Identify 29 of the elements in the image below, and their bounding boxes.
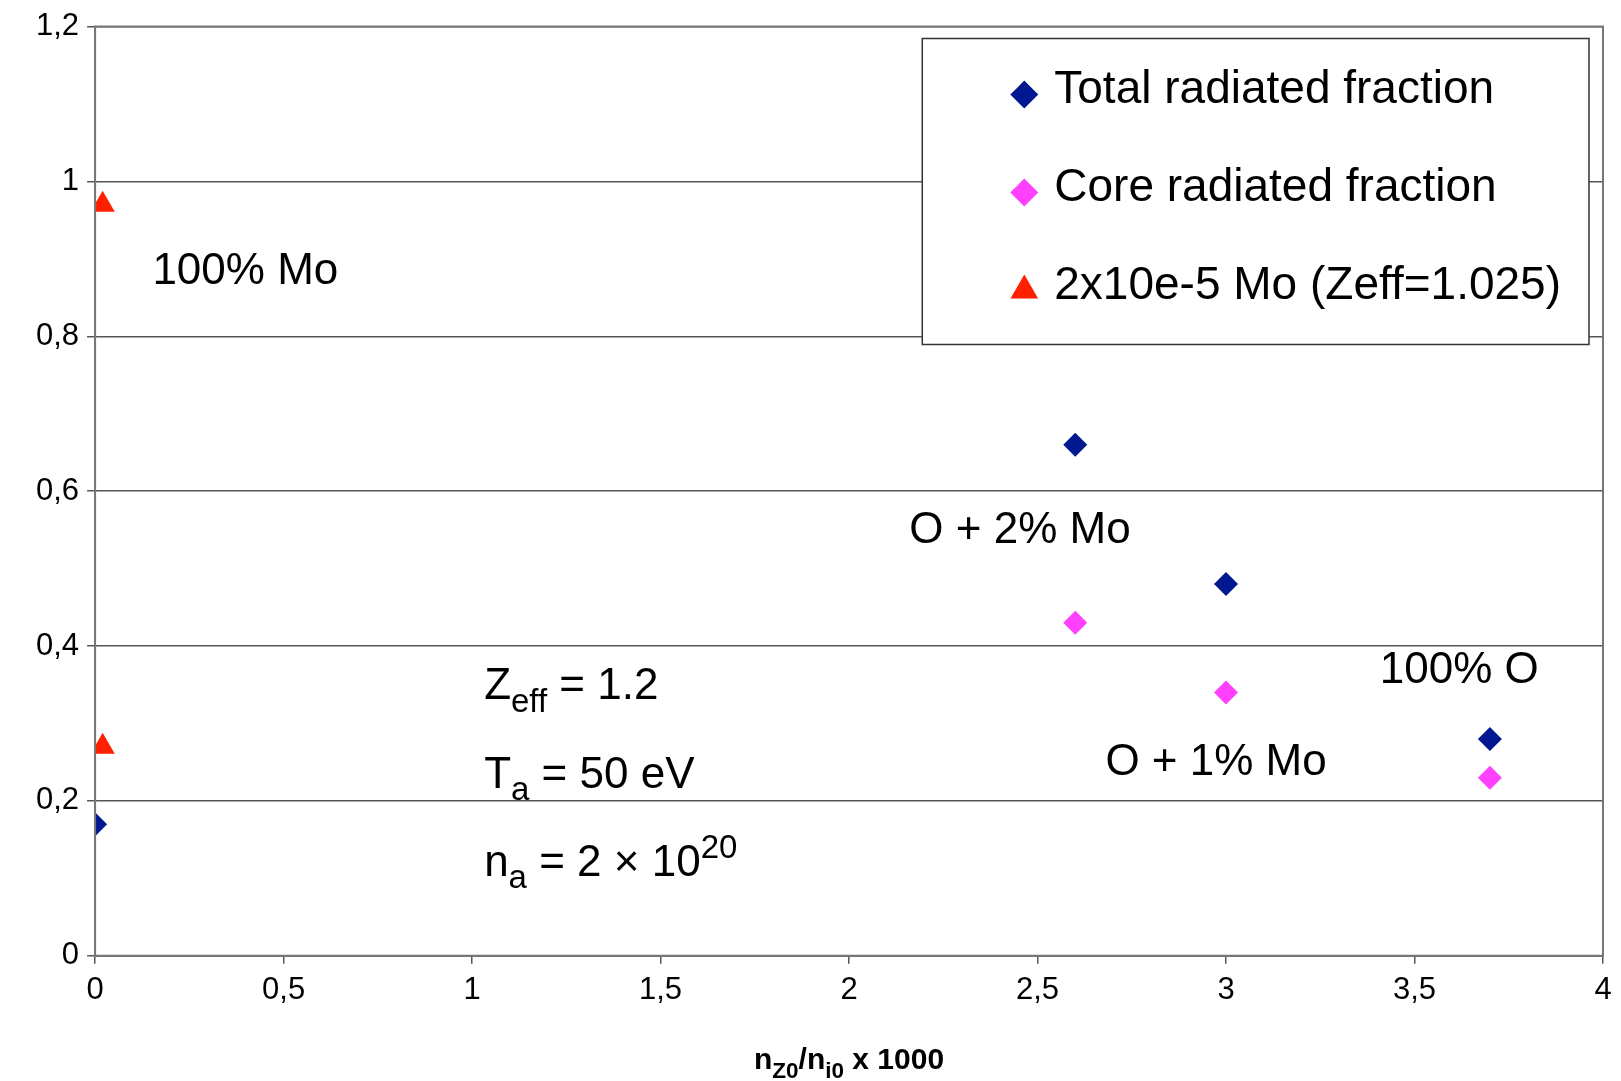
point [1214, 572, 1239, 597]
x-tick-label: 3,5 [1392, 970, 1437, 1006]
annotation: 100% Mo [152, 244, 339, 294]
point [1063, 610, 1088, 635]
x-tick-label: 0,5 [262, 970, 306, 1006]
legend-label: Core radiated fraction [1054, 159, 1497, 212]
x-tick-label: 4 [1594, 970, 1612, 1006]
legend-label: 2x10e-5 Mo (Zeff=1.025) [1054, 257, 1561, 310]
annotation: O + 1% Mo [1105, 734, 1327, 784]
y-tick-label: 0,8 [35, 316, 80, 352]
x-tick-label: 3 [1217, 970, 1235, 1006]
point [1477, 726, 1502, 751]
x-tick-label: 1,5 [639, 970, 683, 1006]
point [1477, 765, 1502, 790]
x-tick-label: 2 [840, 970, 858, 1006]
y-tick-label: 0,4 [35, 626, 80, 662]
annotation: 100% O [1379, 642, 1539, 692]
x-tick-label: 1 [463, 970, 481, 1006]
point [1214, 680, 1239, 705]
y-tick-label: 0,6 [35, 471, 80, 507]
legend-label: Total radiated fraction [1054, 61, 1495, 114]
point [1063, 432, 1088, 457]
y-tick-label: 0,2 [35, 781, 80, 817]
annotation: O + 2% Mo [909, 503, 1131, 553]
x-tick-label: 0 [86, 970, 104, 1006]
y-tick-label: 1,2 [35, 7, 80, 43]
y-tick-label: 1 [61, 162, 80, 198]
x-tick-label: 2,5 [1015, 970, 1060, 1006]
y-tick-label: 0 [61, 936, 80, 972]
